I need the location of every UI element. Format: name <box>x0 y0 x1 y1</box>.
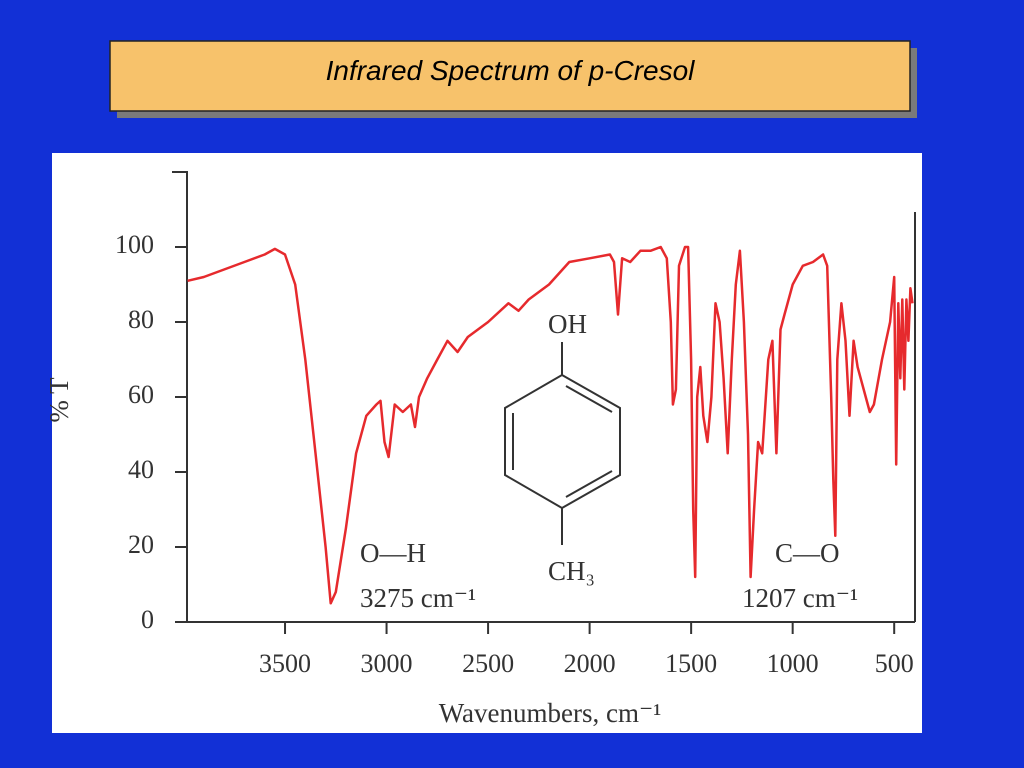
annotation: 3275 cm⁻¹ <box>360 583 476 613</box>
y-tick-label: 0 <box>141 605 154 634</box>
annotation: O—H <box>360 538 426 568</box>
y-tick-label: 40 <box>128 455 154 484</box>
plot: % T Wavenumbers, cm⁻¹ OH CH₃ O—H 3275 cm… <box>44 171 916 728</box>
spectrum-line <box>187 245 914 605</box>
y-tick-label: 100 <box>115 230 154 259</box>
x-tick-label: 1000 <box>767 649 819 678</box>
molecule <box>504 342 621 545</box>
y-axis-label: % T <box>44 377 74 423</box>
x-tick-label: 3500 <box>259 649 311 678</box>
chart-panel <box>52 153 922 733</box>
annotation: C—O <box>775 538 840 568</box>
y-tick-label: 20 <box>128 530 154 559</box>
y-tick-label: 60 <box>128 380 154 409</box>
x-tick-label: 2000 <box>564 649 616 678</box>
x-tick-label: 1500 <box>665 649 717 678</box>
annotation: 1207 cm⁻¹ <box>742 583 858 613</box>
title-box <box>109 40 911 112</box>
annotation: CH₃ <box>548 556 595 586</box>
x-axis-label: Wavenumbers, cm⁻¹ <box>439 698 662 728</box>
x-tick-label: 2500 <box>462 649 514 678</box>
annotation: OH <box>548 309 587 339</box>
y-tick-label: 80 <box>128 305 154 334</box>
x-tick-label: 500 <box>875 649 914 678</box>
x-tick-label: 3000 <box>361 649 413 678</box>
chart-title: Infrared Spectrum of p-Cresol <box>326 55 696 86</box>
